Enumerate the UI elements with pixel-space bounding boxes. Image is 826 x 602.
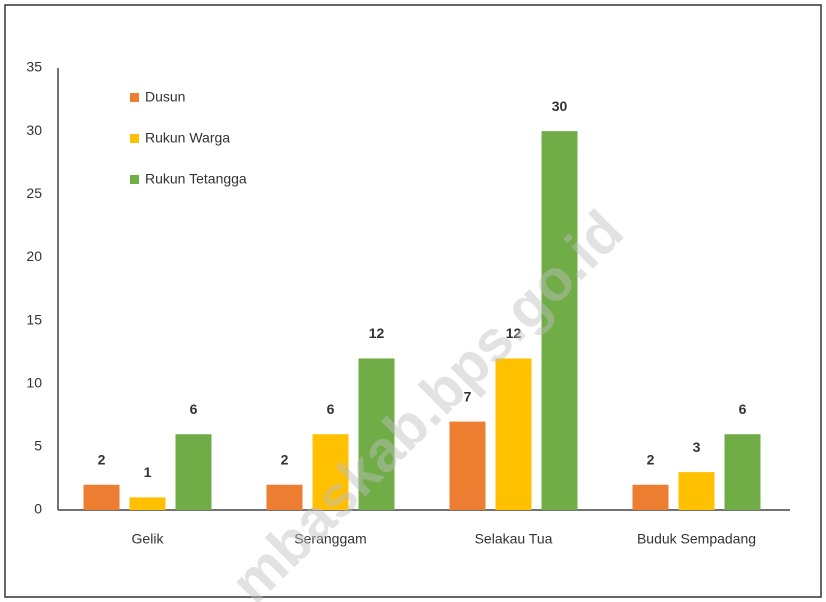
- legend-swatch: [130, 175, 139, 184]
- bar: [678, 472, 715, 510]
- legend-label: Rukun Warga: [145, 130, 230, 146]
- bar: [449, 421, 486, 510]
- bar: [312, 434, 349, 510]
- y-tick-label: 25: [26, 185, 42, 201]
- value-label: 12: [506, 325, 522, 341]
- value-label: 6: [190, 401, 198, 417]
- y-tick-label: 15: [26, 311, 42, 327]
- legend-label: Rukun Tetangga: [145, 171, 247, 187]
- value-label: 2: [647, 451, 655, 467]
- y-tick-label: 10: [26, 374, 42, 390]
- value-label: 6: [327, 401, 335, 417]
- bar: [632, 484, 669, 510]
- x-tick-label: Selakau Tua: [475, 531, 553, 547]
- value-label: 7: [464, 388, 472, 404]
- value-label: 12: [369, 325, 385, 341]
- value-label: 2: [281, 451, 289, 467]
- bar: [358, 358, 395, 510]
- y-tick-label: 5: [34, 438, 42, 454]
- value-label: 6: [739, 401, 747, 417]
- value-label: 2: [98, 451, 106, 467]
- value-label: 1: [144, 464, 152, 480]
- y-tick-label: 0: [34, 501, 42, 517]
- y-tick-label: 30: [26, 122, 42, 138]
- bar: [495, 358, 532, 510]
- bar: [266, 484, 303, 510]
- x-tick-label: Gelik: [132, 531, 165, 547]
- bar: [83, 484, 120, 510]
- value-label: 3: [693, 439, 701, 455]
- bar: [724, 434, 761, 510]
- bar: [129, 497, 166, 510]
- x-tick-label: Buduk Sempadang: [637, 531, 756, 547]
- legend-swatch: [130, 134, 139, 143]
- y-tick-label: 35: [26, 59, 42, 75]
- y-tick-label: 20: [26, 248, 42, 264]
- bar: [175, 434, 212, 510]
- legend-label: Dusun: [145, 89, 185, 105]
- value-label: 30: [552, 98, 568, 114]
- legend-swatch: [130, 93, 139, 102]
- bar: [541, 131, 578, 510]
- x-tick-label: Seranggam: [294, 531, 366, 547]
